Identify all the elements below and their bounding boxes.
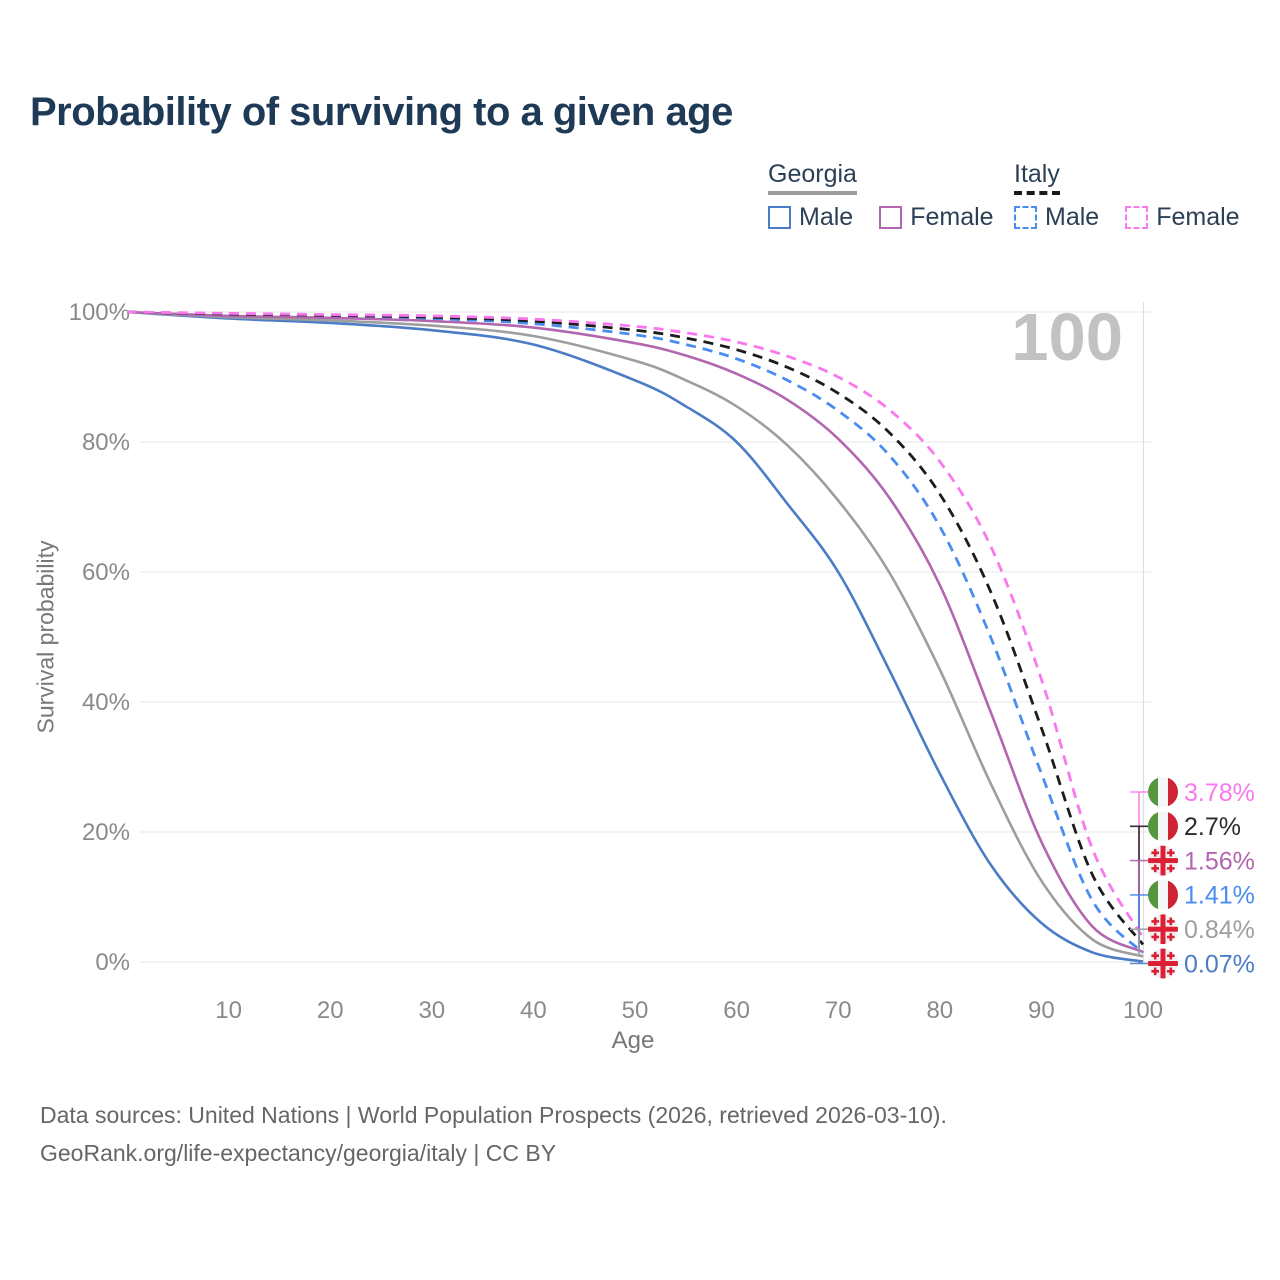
x-tick-90: 90 [1028, 997, 1055, 1024]
legend: Georgia Male Female Italy Male Female [0, 160, 1280, 245]
footer: Data sources: United Nations | World Pop… [40, 1096, 947, 1172]
georgia-flag-icon [1148, 948, 1178, 979]
y-tick-20%: 20% [82, 819, 130, 846]
value-label-georgia-female: 1.56% [1184, 847, 1255, 875]
legend-item-italy-male[interactable]: Male [1014, 203, 1099, 232]
italy-flag-icon [1148, 879, 1178, 910]
footer-attribution: GeoRank.org/life-expectancy/georgia/ital… [40, 1140, 557, 1166]
value-label-italy: 2.7% [1184, 813, 1241, 841]
x-axis-title: Age [611, 1027, 655, 1054]
x-tick-40: 40 [520, 997, 547, 1024]
legend-swatch-georgia-female [879, 206, 903, 229]
legend-label: Female [1156, 203, 1240, 231]
legend-item-georgia-female[interactable]: Female [879, 203, 994, 232]
y-tick-60%: 60% [82, 559, 130, 586]
y-tick-80%: 80% [82, 429, 130, 456]
value-label-italy-female: 3.78% [1184, 779, 1255, 807]
georgia-flag-icon [1148, 845, 1178, 876]
legend-group-georgia: Georgia Male Female [768, 160, 994, 232]
legend-swatch-italy-female [1125, 206, 1149, 229]
x-tick-10: 10 [215, 997, 242, 1024]
y-tick-0%: 0% [95, 949, 130, 976]
x-tick-30: 30 [418, 997, 445, 1024]
curve-italy[interactable] [126, 310, 1145, 946]
curve-georgia-female[interactable] [126, 310, 1144, 954]
hover-label-georgia-male: 0.07% [1130, 948, 1255, 979]
value-label-georgia-male: 0.07% [1184, 950, 1255, 978]
hover-label-italy-male: 1.41% [1130, 879, 1255, 953]
footer-data-sources: Data sources: United Nations | World Pop… [40, 1102, 947, 1128]
x-tick-50: 50 [622, 997, 649, 1024]
legend-label: Male [1045, 203, 1100, 231]
legend-label: Male [799, 203, 854, 231]
y-tick-100%: 100% [69, 299, 130, 326]
value-label-georgia: 0.84% [1184, 916, 1255, 944]
x-tick-70: 70 [825, 997, 852, 1024]
curve-georgia[interactable] [126, 310, 1144, 958]
georgia-flag-icon [1148, 914, 1178, 945]
legend-item-italy-female[interactable]: Female [1125, 203, 1240, 232]
hover-label-georgia: 0.84% [1130, 914, 1255, 957]
x-tick-60: 60 [723, 997, 750, 1024]
curve-italy-male[interactable] [126, 310, 1145, 954]
y-tick-40%: 40% [82, 689, 130, 716]
legend-swatch-italy-male [1014, 206, 1037, 229]
curve-italy-female[interactable] [126, 310, 1145, 939]
page-title: Probability of surviving to a given age [30, 90, 733, 134]
legend-item-georgia-male[interactable]: Male [768, 203, 853, 232]
curve-georgia-male[interactable] [126, 310, 1144, 963]
x-tick-20: 20 [317, 997, 344, 1024]
x-tick-100: 100 [1123, 997, 1163, 1024]
italy-flag-icon [1148, 811, 1178, 842]
legend-group-italy: Italy Male Female [1014, 160, 1240, 232]
value-label-italy-male: 1.41% [1184, 882, 1255, 910]
legend-label: Female [910, 203, 994, 231]
x-tick-80: 80 [926, 997, 953, 1024]
hover-label-italy: 2.7% [1130, 811, 1241, 945]
legend-group-title-georgia: Georgia [768, 160, 857, 195]
legend-swatch-georgia-male [768, 206, 791, 229]
legend-group-title-italy: Italy [1014, 160, 1060, 195]
italy-flag-icon [1148, 777, 1178, 807]
